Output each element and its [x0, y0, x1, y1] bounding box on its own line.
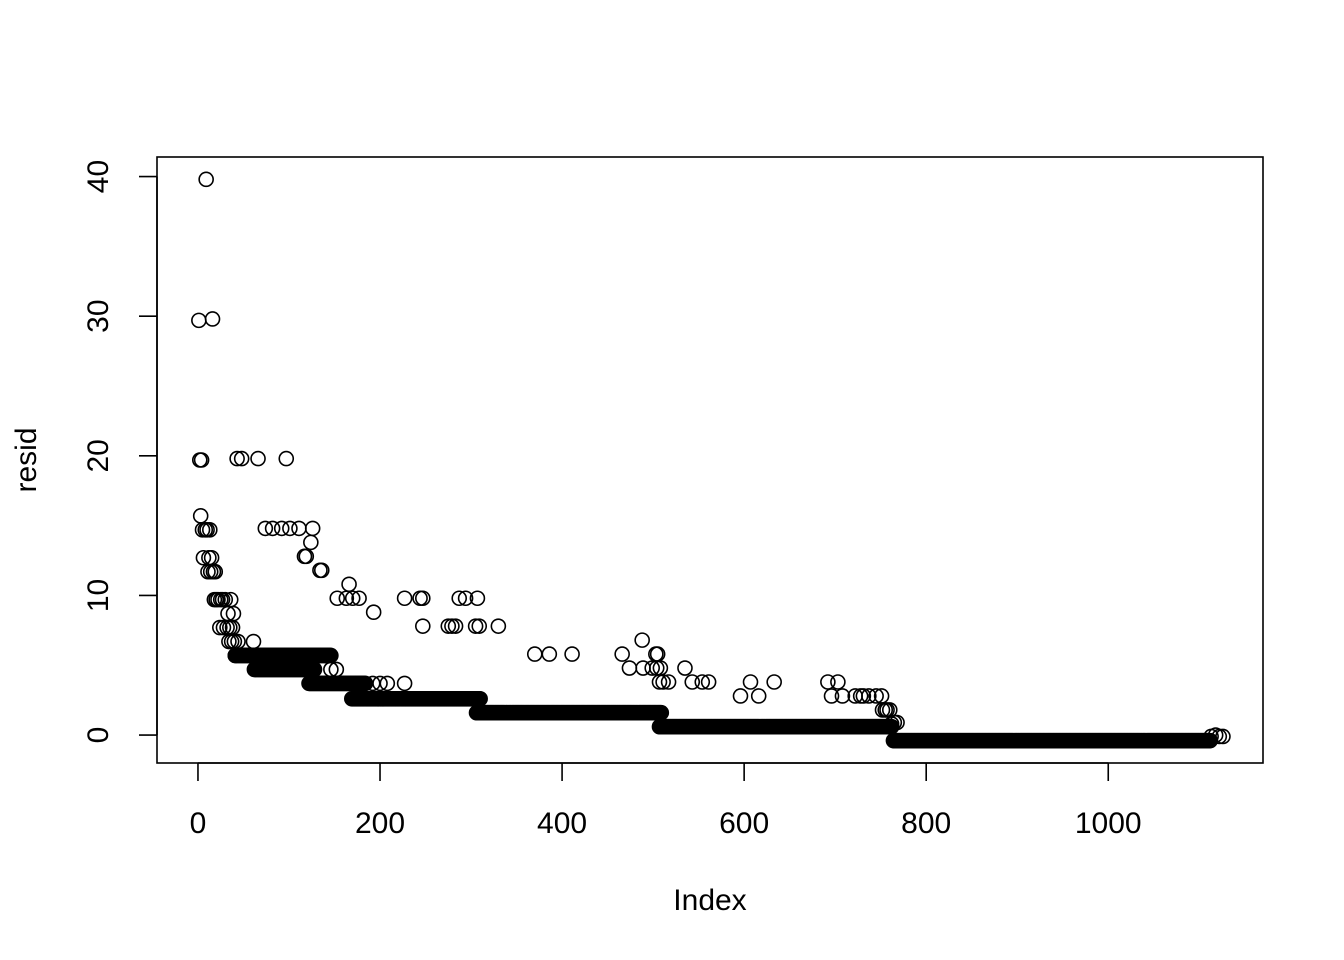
data-point	[447, 618, 464, 634]
data-point	[700, 674, 717, 690]
data-point	[414, 618, 431, 634]
data-point	[365, 604, 382, 621]
data-point	[451, 590, 468, 607]
data-point	[742, 674, 759, 690]
x-axis: 0 200 400 600 800 1000	[190, 762, 1142, 840]
data-point	[229, 450, 245, 467]
data-point	[830, 674, 846, 690]
data-point	[207, 563, 224, 580]
data-point	[541, 646, 558, 662]
data-point	[855, 688, 872, 704]
data-point	[396, 675, 413, 692]
data-point	[750, 688, 767, 704]
data-point	[282, 520, 298, 537]
data-point	[396, 590, 413, 607]
data-point	[225, 605, 242, 622]
x-tick-label: 200	[355, 807, 405, 840]
data-point	[861, 688, 877, 704]
y-tick-label: 0	[82, 727, 115, 744]
data-point	[357, 675, 374, 692]
x-axis-label: Index	[673, 884, 746, 917]
data-point	[313, 562, 330, 579]
data-point	[1202, 732, 1218, 749]
data-point	[732, 688, 749, 704]
y-tick-label: 40	[82, 160, 115, 193]
data-point	[469, 590, 486, 607]
x-tick-label: 800	[901, 807, 951, 840]
data-point	[655, 674, 671, 690]
data-point	[823, 688, 840, 704]
data-point	[644, 660, 661, 676]
data-point	[212, 619, 228, 636]
data-point	[634, 632, 650, 648]
data-point	[834, 688, 851, 704]
data-point	[344, 590, 361, 607]
data-point	[820, 674, 836, 690]
y-axis-label: resid	[10, 427, 43, 492]
x-tick-label: 0	[190, 807, 207, 840]
data-point	[304, 520, 321, 537]
data-point	[694, 674, 711, 690]
data-point	[490, 618, 507, 634]
data-point	[414, 590, 431, 607]
y-tick-label: 20	[82, 439, 115, 472]
data-point	[444, 618, 460, 634]
data-point	[264, 520, 281, 537]
data-point	[471, 618, 488, 634]
data-point	[614, 646, 630, 662]
data-point	[193, 452, 210, 468]
data-point	[467, 618, 484, 634]
y-tick-label: 30	[82, 299, 115, 332]
data-point	[660, 674, 677, 690]
data-point	[257, 520, 274, 537]
data-point	[233, 450, 250, 467]
data-point	[202, 522, 218, 538]
data-point	[677, 660, 693, 676]
data-point	[868, 688, 884, 704]
data-point	[278, 450, 295, 467]
data-point	[457, 590, 474, 607]
data-point	[684, 674, 701, 690]
data-point	[198, 171, 214, 188]
x-tick-label: 600	[719, 807, 769, 840]
data-point	[440, 618, 457, 634]
y-axis: 0 10 20 30 40	[82, 160, 158, 744]
data-point	[341, 576, 357, 593]
x-tick-label: 1000	[1075, 807, 1142, 840]
data-point	[564, 646, 580, 662]
data-point	[329, 590, 346, 607]
data-point	[204, 311, 221, 327]
data-point	[351, 590, 367, 607]
data-point	[215, 619, 232, 636]
x-tick-label: 400	[537, 807, 587, 840]
data-point	[195, 549, 212, 566]
data-points	[191, 171, 1231, 749]
data-point	[273, 520, 290, 537]
data-point	[323, 647, 339, 664]
y-tick-label: 10	[82, 579, 115, 612]
data-point	[766, 674, 782, 690]
data-point	[298, 548, 315, 565]
data-point	[379, 675, 396, 692]
data-point	[250, 450, 266, 467]
